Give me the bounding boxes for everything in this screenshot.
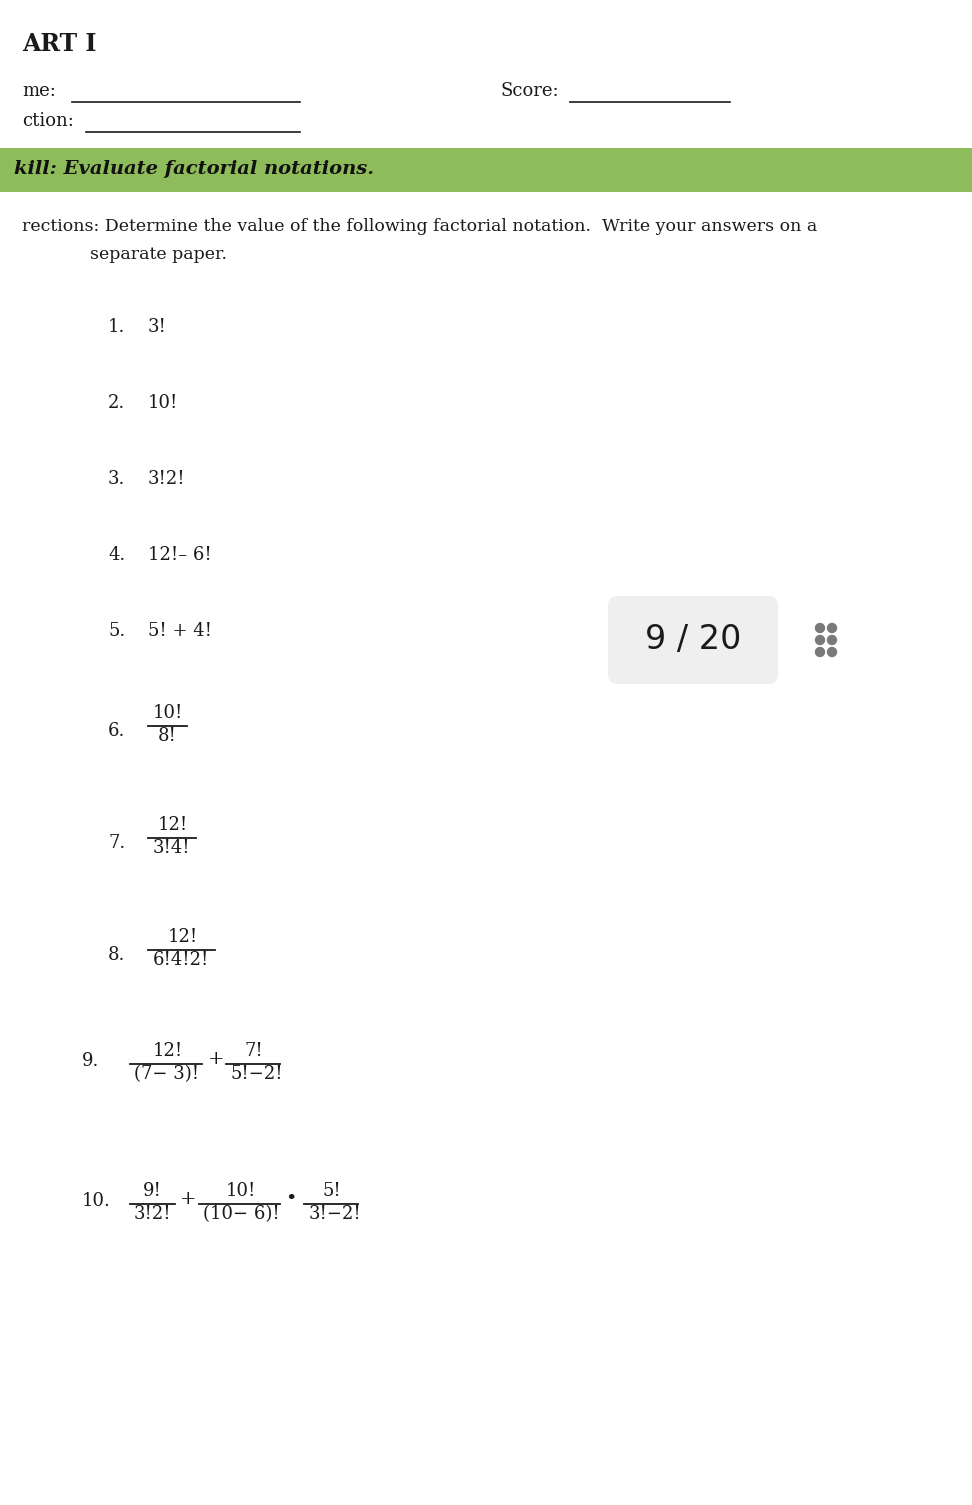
Text: 10!: 10! xyxy=(153,704,184,722)
Text: 4.: 4. xyxy=(108,546,125,564)
Text: 12!: 12! xyxy=(167,929,197,947)
Text: 7!: 7! xyxy=(244,1041,263,1060)
Text: 3!: 3! xyxy=(148,318,167,336)
Text: rections: Determine the value of the following factorial notation.  Write your a: rections: Determine the value of the fol… xyxy=(22,218,817,235)
Text: Score:: Score: xyxy=(500,81,559,99)
Text: 3!4!: 3!4! xyxy=(153,838,191,856)
Text: 10!: 10! xyxy=(148,394,179,412)
Text: me:: me: xyxy=(22,81,55,99)
Text: 3!2!: 3!2! xyxy=(148,470,186,488)
Circle shape xyxy=(827,647,837,656)
Text: +: + xyxy=(207,1050,224,1069)
Text: 3!−2!: 3!−2! xyxy=(308,1206,362,1224)
Text: 12!: 12! xyxy=(157,816,188,834)
Text: 9.: 9. xyxy=(82,1052,99,1070)
Circle shape xyxy=(827,635,837,644)
Text: +: + xyxy=(180,1190,196,1209)
Text: 7.: 7. xyxy=(108,834,125,852)
Text: 1.: 1. xyxy=(108,318,125,336)
Text: 2.: 2. xyxy=(108,394,125,412)
Circle shape xyxy=(816,623,824,632)
Text: 5!: 5! xyxy=(322,1181,341,1199)
Circle shape xyxy=(827,623,837,632)
Bar xyxy=(0,147,972,193)
FancyBboxPatch shape xyxy=(608,596,778,683)
Text: 5!−2!: 5!−2! xyxy=(230,1066,283,1084)
Text: 6!4!2!: 6!4!2! xyxy=(153,951,209,969)
Text: (7− 3)!: (7− 3)! xyxy=(134,1066,199,1084)
Text: 3.: 3. xyxy=(108,470,125,488)
Text: 9 / 20: 9 / 20 xyxy=(644,623,742,656)
Text: 10.: 10. xyxy=(82,1192,111,1210)
Text: 10!: 10! xyxy=(226,1181,257,1199)
Text: 12!: 12! xyxy=(153,1041,183,1060)
Circle shape xyxy=(816,647,824,656)
Text: 9!: 9! xyxy=(143,1181,162,1199)
Text: 6.: 6. xyxy=(108,722,125,740)
Text: •: • xyxy=(286,1190,296,1209)
Circle shape xyxy=(816,635,824,644)
Text: separate paper.: separate paper. xyxy=(90,245,227,263)
Text: 8!: 8! xyxy=(157,727,177,745)
Text: ction:: ction: xyxy=(22,111,74,129)
Text: 5.: 5. xyxy=(108,622,125,640)
Text: (10− 6)!: (10− 6)! xyxy=(203,1206,280,1224)
Text: 8.: 8. xyxy=(108,947,125,965)
Text: ART I: ART I xyxy=(22,32,96,56)
Text: 5! + 4!: 5! + 4! xyxy=(148,622,212,640)
Text: kill: Evaluate factorial notations.: kill: Evaluate factorial notations. xyxy=(14,160,374,178)
Text: 3!2!: 3!2! xyxy=(134,1206,172,1224)
Text: 12!– 6!: 12!– 6! xyxy=(148,546,212,564)
